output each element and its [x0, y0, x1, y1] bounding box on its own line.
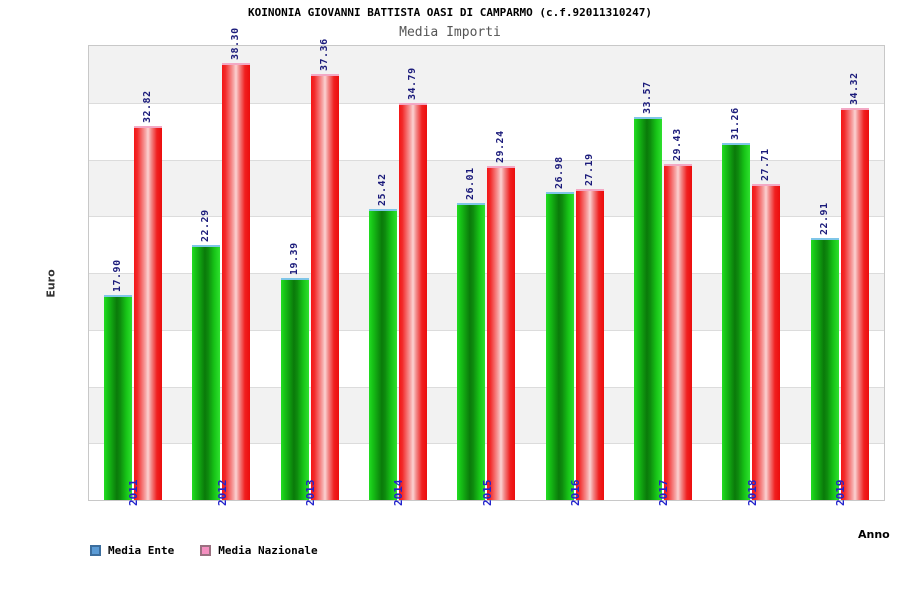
- x-axis-tick-label: 2014: [392, 479, 406, 507]
- legend-label: Media Ente: [108, 543, 175, 557]
- legend-label: Media Nazionale: [218, 543, 318, 557]
- bar-value-label: 34.32: [848, 72, 860, 106]
- bar-value-label: 32.82: [142, 89, 154, 123]
- bar-value-label: 29.24: [495, 130, 507, 164]
- legend-item-media-nazionale[interactable]: Media Nazionale: [200, 543, 318, 557]
- x-axis-tick-label: 2011: [127, 479, 141, 507]
- chart-subtitle: Media Importi: [399, 25, 501, 40]
- bar-media-ente[interactable]: [545, 191, 574, 500]
- bar-media-nazionale[interactable]: [310, 73, 339, 500]
- bar-group: 33.57 29.43: [619, 46, 707, 500]
- bar-group: 31.26 27.71: [707, 46, 795, 500]
- gridline: [89, 329, 884, 331]
- bar-media-nazionale[interactable]: [664, 163, 693, 500]
- bar-media-ente[interactable]: [369, 209, 398, 500]
- chart-title: KOINONIA GIOVANNI BATTISTA OASI DI CAMPA…: [248, 6, 652, 19]
- chart-legend: Media Ente Media Nazionale: [90, 540, 318, 560]
- bar-media-ente[interactable]: [722, 143, 751, 500]
- bar-group: 25.42 34.79: [354, 46, 442, 500]
- background-band: [89, 273, 884, 330]
- bar-media-ente[interactable]: [104, 294, 133, 500]
- bar-media-ente[interactable]: [810, 237, 839, 500]
- legend-swatch-icon: [200, 544, 212, 556]
- gridline: [89, 102, 884, 104]
- legend-swatch-icon: [90, 544, 101, 556]
- bar-group: 22.29 38.30: [177, 28, 265, 500]
- bar-media-ente[interactable]: [634, 116, 663, 500]
- bar-value-label: 25.42: [377, 173, 389, 207]
- x-axis-tick-label: 2018: [745, 479, 759, 507]
- x-axis-tick-label: 2013: [303, 479, 317, 507]
- bar-media-ente[interactable]: [192, 245, 221, 500]
- bar-value-label: 22.91: [818, 202, 830, 235]
- bar-value-label: 22.29: [200, 209, 212, 243]
- bar-value-label: 38.30: [230, 27, 242, 61]
- bar-media-nazionale[interactable]: [575, 189, 604, 500]
- y-axis-title: Euro: [44, 255, 58, 315]
- bar-media-nazionale[interactable]: [487, 166, 516, 500]
- y-axis-title-text: Euro: [44, 269, 58, 298]
- x-axis-tick-label: 2012: [215, 479, 229, 507]
- bar-value-label: 26.98: [553, 156, 565, 189]
- bar-media-nazionale[interactable]: [840, 108, 869, 500]
- bar-value-label: 37.36: [318, 38, 330, 71]
- bar-value-label: 31.26: [730, 107, 742, 141]
- bar-value-label: 19.39: [288, 242, 300, 275]
- gridline: [89, 216, 884, 218]
- bar-value-label: 33.57: [642, 81, 654, 114]
- background-band: [89, 386, 884, 444]
- bar-media-nazionale[interactable]: [399, 103, 428, 500]
- x-axis-tick-label: 2017: [657, 479, 671, 507]
- x-axis-title: Anno: [858, 528, 890, 541]
- x-axis-tick-label: 2019: [833, 479, 847, 507]
- bar-value-label: 29.43: [672, 128, 684, 161]
- x-axis-tick-label: 2016: [568, 479, 582, 507]
- legend-item-media-ente[interactable]: Media Ente: [90, 544, 174, 557]
- plot-area: 17.90 32.82 22.29 38.30 19.39 37.36 25.42 34.79…: [88, 28, 885, 501]
- bar-value-label: 26.01: [465, 167, 477, 200]
- gridline: [89, 273, 884, 274]
- bar-group: 19.39 37.36: [266, 38, 354, 500]
- gridline: [89, 386, 884, 388]
- bar-group: 26.98 27.19: [531, 46, 619, 500]
- bar-media-nazionale[interactable]: [134, 125, 163, 500]
- bar-value-label: 27.19: [583, 153, 595, 187]
- bar-group: 22.91 34.32: [796, 46, 884, 500]
- gridline: [89, 443, 884, 445]
- background-band: [89, 46, 884, 103]
- bar-media-nazionale[interactable]: [222, 63, 251, 500]
- bar-value-label: 34.79: [407, 67, 419, 101]
- background-band: [89, 159, 884, 217]
- bar-media-nazionale[interactable]: [752, 183, 781, 500]
- bar-media-ente[interactable]: [280, 277, 309, 500]
- bar-media-ente[interactable]: [457, 202, 486, 500]
- bar-value-label: 27.71: [760, 147, 772, 181]
- bar-group: 17.90 32.82: [89, 46, 177, 500]
- x-axis-tick-label: 2015: [480, 479, 494, 507]
- bar-value-label: 17.90: [112, 259, 124, 292]
- bar-group: 26.01 29.24: [442, 46, 530, 500]
- gridline: [89, 159, 884, 161]
